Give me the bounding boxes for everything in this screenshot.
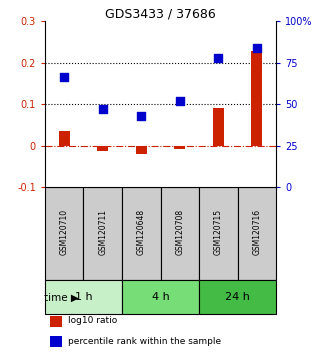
Point — [62, 74, 67, 80]
Text: 4 h: 4 h — [152, 292, 169, 302]
Bar — [199, 280, 276, 314]
Bar — [136, 145, 147, 154]
Bar — [213, 108, 224, 145]
Bar — [45, 187, 83, 280]
Bar — [160, 187, 199, 280]
Point — [139, 113, 144, 119]
Bar — [122, 187, 160, 280]
Point — [254, 45, 259, 51]
Text: log10 ratio: log10 ratio — [68, 316, 117, 325]
Bar — [83, 187, 122, 280]
Text: GSM120708: GSM120708 — [175, 209, 184, 255]
Bar — [49, 316, 62, 326]
Text: GSM120711: GSM120711 — [98, 209, 107, 255]
Text: percentile rank within the sample: percentile rank within the sample — [68, 337, 221, 346]
Bar — [97, 145, 108, 151]
Bar — [251, 51, 262, 145]
Point — [216, 55, 221, 61]
Point — [177, 98, 182, 104]
Text: GSM120715: GSM120715 — [214, 209, 223, 255]
Text: GSM120710: GSM120710 — [60, 209, 69, 255]
Text: GSM120716: GSM120716 — [252, 209, 261, 255]
Point — [100, 106, 105, 112]
Bar — [45, 280, 122, 314]
Title: GDS3433 / 37686: GDS3433 / 37686 — [105, 7, 216, 20]
Text: 1 h: 1 h — [75, 292, 92, 302]
Bar — [49, 336, 62, 347]
Text: GSM120648: GSM120648 — [137, 209, 146, 255]
Bar — [174, 145, 185, 149]
Bar — [122, 280, 199, 314]
Bar — [199, 187, 238, 280]
Text: 24 h: 24 h — [225, 292, 250, 302]
Text: time ▶: time ▶ — [44, 292, 79, 302]
Bar — [238, 187, 276, 280]
Bar — [59, 131, 70, 145]
